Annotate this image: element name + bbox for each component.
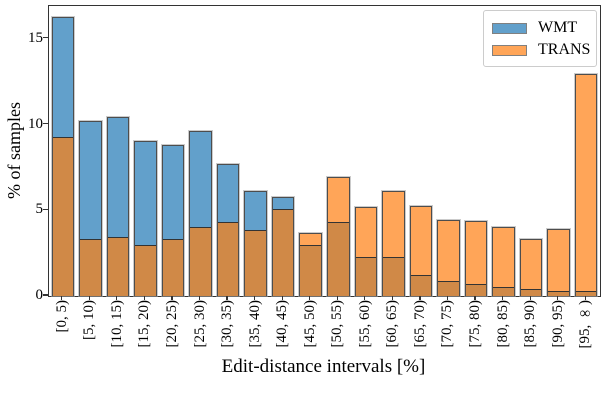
- legend-swatch-wmt: [492, 22, 527, 34]
- y-tick-mark: [43, 208, 48, 210]
- x-axis-title: Edit-distance intervals [%]: [221, 356, 426, 377]
- bar-[90, 95): [547, 229, 570, 296]
- bar-[15, 20): [134, 140, 157, 296]
- y-tick-label: 0: [35, 287, 44, 303]
- x-tick-label: [75, 80): [467, 300, 484, 348]
- x-tick-label: [25, 30): [191, 300, 208, 348]
- x-tick-mark: [557, 296, 559, 301]
- bar-[50, 55): [327, 176, 350, 296]
- bar-[10, 15): [106, 116, 130, 296]
- bar-overlap-segment: [300, 244, 321, 296]
- x-tick-mark: [501, 296, 504, 301]
- x-tick-label: [70, 75): [439, 300, 456, 348]
- bar-[5, 10): [79, 121, 102, 296]
- bar-[0, 5): [51, 16, 75, 296]
- bar-overlap-segment: [520, 289, 542, 296]
- bar-overlap-segment: [190, 226, 211, 296]
- x-tick-label: [85, 90): [522, 300, 539, 348]
- x-tick-label: [5, 10): [81, 300, 98, 340]
- x-tick-mark: [61, 296, 63, 301]
- x-tick-mark: [446, 296, 449, 301]
- x-tick-label: [80, 85): [494, 300, 511, 348]
- x-tick-mark: [116, 296, 118, 301]
- y-tick-label: 5: [35, 201, 44, 218]
- legend-item-trans: TRANS: [492, 39, 596, 61]
- y-axis-title-box: % of samples: [2, 5, 26, 295]
- legend-label-trans: TRANS: [538, 41, 591, 58]
- bar-overlap-segment: [493, 287, 514, 296]
- bar-[40, 45): [271, 196, 295, 296]
- bar-overlap-segment: [162, 238, 184, 296]
- bar-overlap-segment: [383, 256, 404, 296]
- bar-[35, 40): [244, 191, 267, 296]
- legend: WMT TRANS: [483, 10, 597, 67]
- x-tick-label: [55, 60): [356, 300, 373, 348]
- x-tick-label: [35, 40): [246, 300, 263, 348]
- x-tick-label: [10, 15): [108, 300, 125, 348]
- x-tick-label: [30, 35): [219, 300, 236, 348]
- bar-[95, ∞): [574, 74, 598, 296]
- x-tick-mark: [584, 296, 586, 301]
- bar-overlap-segment: [80, 239, 101, 296]
- bar-overlap-segment: [135, 244, 156, 296]
- x-tick-label: [20, 25): [163, 300, 180, 348]
- x-tick-label: [0, 5): [53, 300, 70, 333]
- bar-overlap-segment: [328, 222, 349, 296]
- bar-[30, 35): [216, 164, 240, 296]
- x-tick-label: [45, 50): [301, 300, 318, 348]
- x-tick-mark: [143, 296, 145, 301]
- bar-overlap-segment: [52, 136, 74, 296]
- y-tick-label: 10: [28, 115, 43, 132]
- bar-overlap-segment: [245, 230, 266, 296]
- x-tick-mark: [198, 296, 201, 301]
- x-tick-mark: [226, 296, 228, 301]
- y-tick-mark: [43, 37, 48, 39]
- y-tick-mark: [43, 294, 48, 296]
- bar-[45, 50): [299, 232, 322, 296]
- y-tick-mark: [43, 123, 48, 125]
- bar-overlap-segment: [548, 290, 569, 296]
- legend-label-wmt: WMT: [538, 19, 578, 36]
- x-tick-label: [95, ∞): [577, 300, 594, 349]
- bar-overlap-segment: [355, 256, 377, 296]
- x-tick-mark: [474, 296, 476, 301]
- bar-[60, 65): [382, 191, 405, 296]
- x-tick-mark: [364, 296, 366, 301]
- legend-item-wmt: WMT: [492, 17, 596, 39]
- bar-[85, 90): [519, 238, 543, 296]
- x-tick-mark: [391, 296, 393, 301]
- x-tick-label: [15, 20): [136, 300, 153, 348]
- bar-overlap-segment: [217, 222, 239, 296]
- bar-[70, 75): [437, 219, 460, 296]
- bar-overlap-segment: [272, 208, 294, 296]
- x-tick-mark: [336, 296, 338, 301]
- y-tick-label: 15: [28, 29, 43, 46]
- x-tick-label: [50, 55): [329, 300, 346, 348]
- bar-[55, 60): [354, 206, 378, 296]
- legend-swatch-trans: [492, 44, 527, 56]
- bar-[20, 25): [161, 145, 185, 296]
- x-tick-mark: [529, 296, 531, 301]
- bar-overlap-segment: [438, 280, 459, 296]
- x-tick-label: [90, 95): [549, 300, 566, 348]
- bar-[25, 30): [189, 131, 212, 296]
- x-tick-mark: [281, 296, 283, 301]
- bar-[75, 80): [464, 220, 488, 296]
- x-tick-label: [60, 65): [384, 300, 401, 348]
- x-tick-mark: [254, 296, 256, 301]
- x-tick-label: [40, 45): [274, 300, 291, 348]
- x-tick-mark: [171, 296, 173, 301]
- x-tick-mark: [88, 296, 90, 301]
- x-tick-mark: [419, 296, 421, 301]
- bar-overlap-segment: [575, 290, 597, 296]
- bar-overlap-segment: [410, 274, 432, 296]
- x-tick-mark: [309, 296, 311, 301]
- bar-overlap-segment: [107, 236, 129, 296]
- bar-[80, 85): [492, 226, 515, 296]
- bar-overlap-segment: [465, 284, 487, 296]
- bar-[65, 70): [409, 206, 433, 296]
- x-tick-label: [65, 70): [411, 300, 428, 348]
